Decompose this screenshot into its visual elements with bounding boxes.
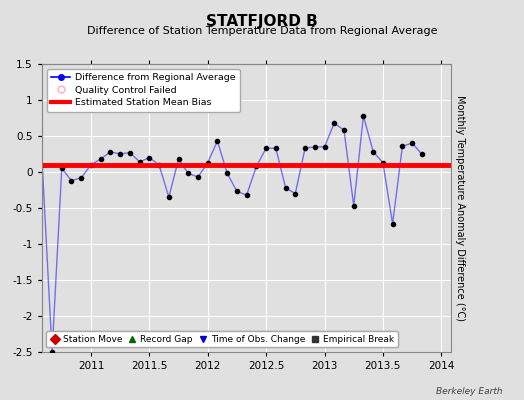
Y-axis label: Monthly Temperature Anomaly Difference (°C): Monthly Temperature Anomaly Difference (… [454, 95, 465, 321]
Legend: Station Move, Record Gap, Time of Obs. Change, Empirical Break: Station Move, Record Gap, Time of Obs. C… [47, 331, 398, 348]
Text: STATFJORD B: STATFJORD B [206, 14, 318, 29]
Text: Berkeley Earth: Berkeley Earth [436, 387, 503, 396]
Text: Difference of Station Temperature Data from Regional Average: Difference of Station Temperature Data f… [87, 26, 437, 36]
